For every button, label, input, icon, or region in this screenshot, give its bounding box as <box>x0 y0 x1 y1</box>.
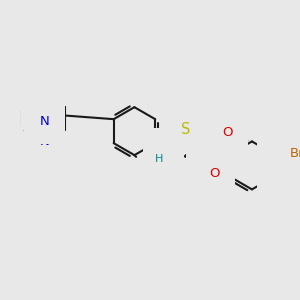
Text: O: O <box>209 167 219 181</box>
Text: H: H <box>198 164 206 174</box>
Text: N: N <box>40 135 50 148</box>
Text: N: N <box>159 143 169 157</box>
Text: N: N <box>39 115 49 128</box>
Text: Br: Br <box>290 147 300 160</box>
Text: O: O <box>222 125 232 139</box>
Text: S: S <box>181 122 191 137</box>
Text: H: H <box>155 154 164 164</box>
Text: O: O <box>37 101 48 114</box>
Text: N: N <box>202 154 212 167</box>
